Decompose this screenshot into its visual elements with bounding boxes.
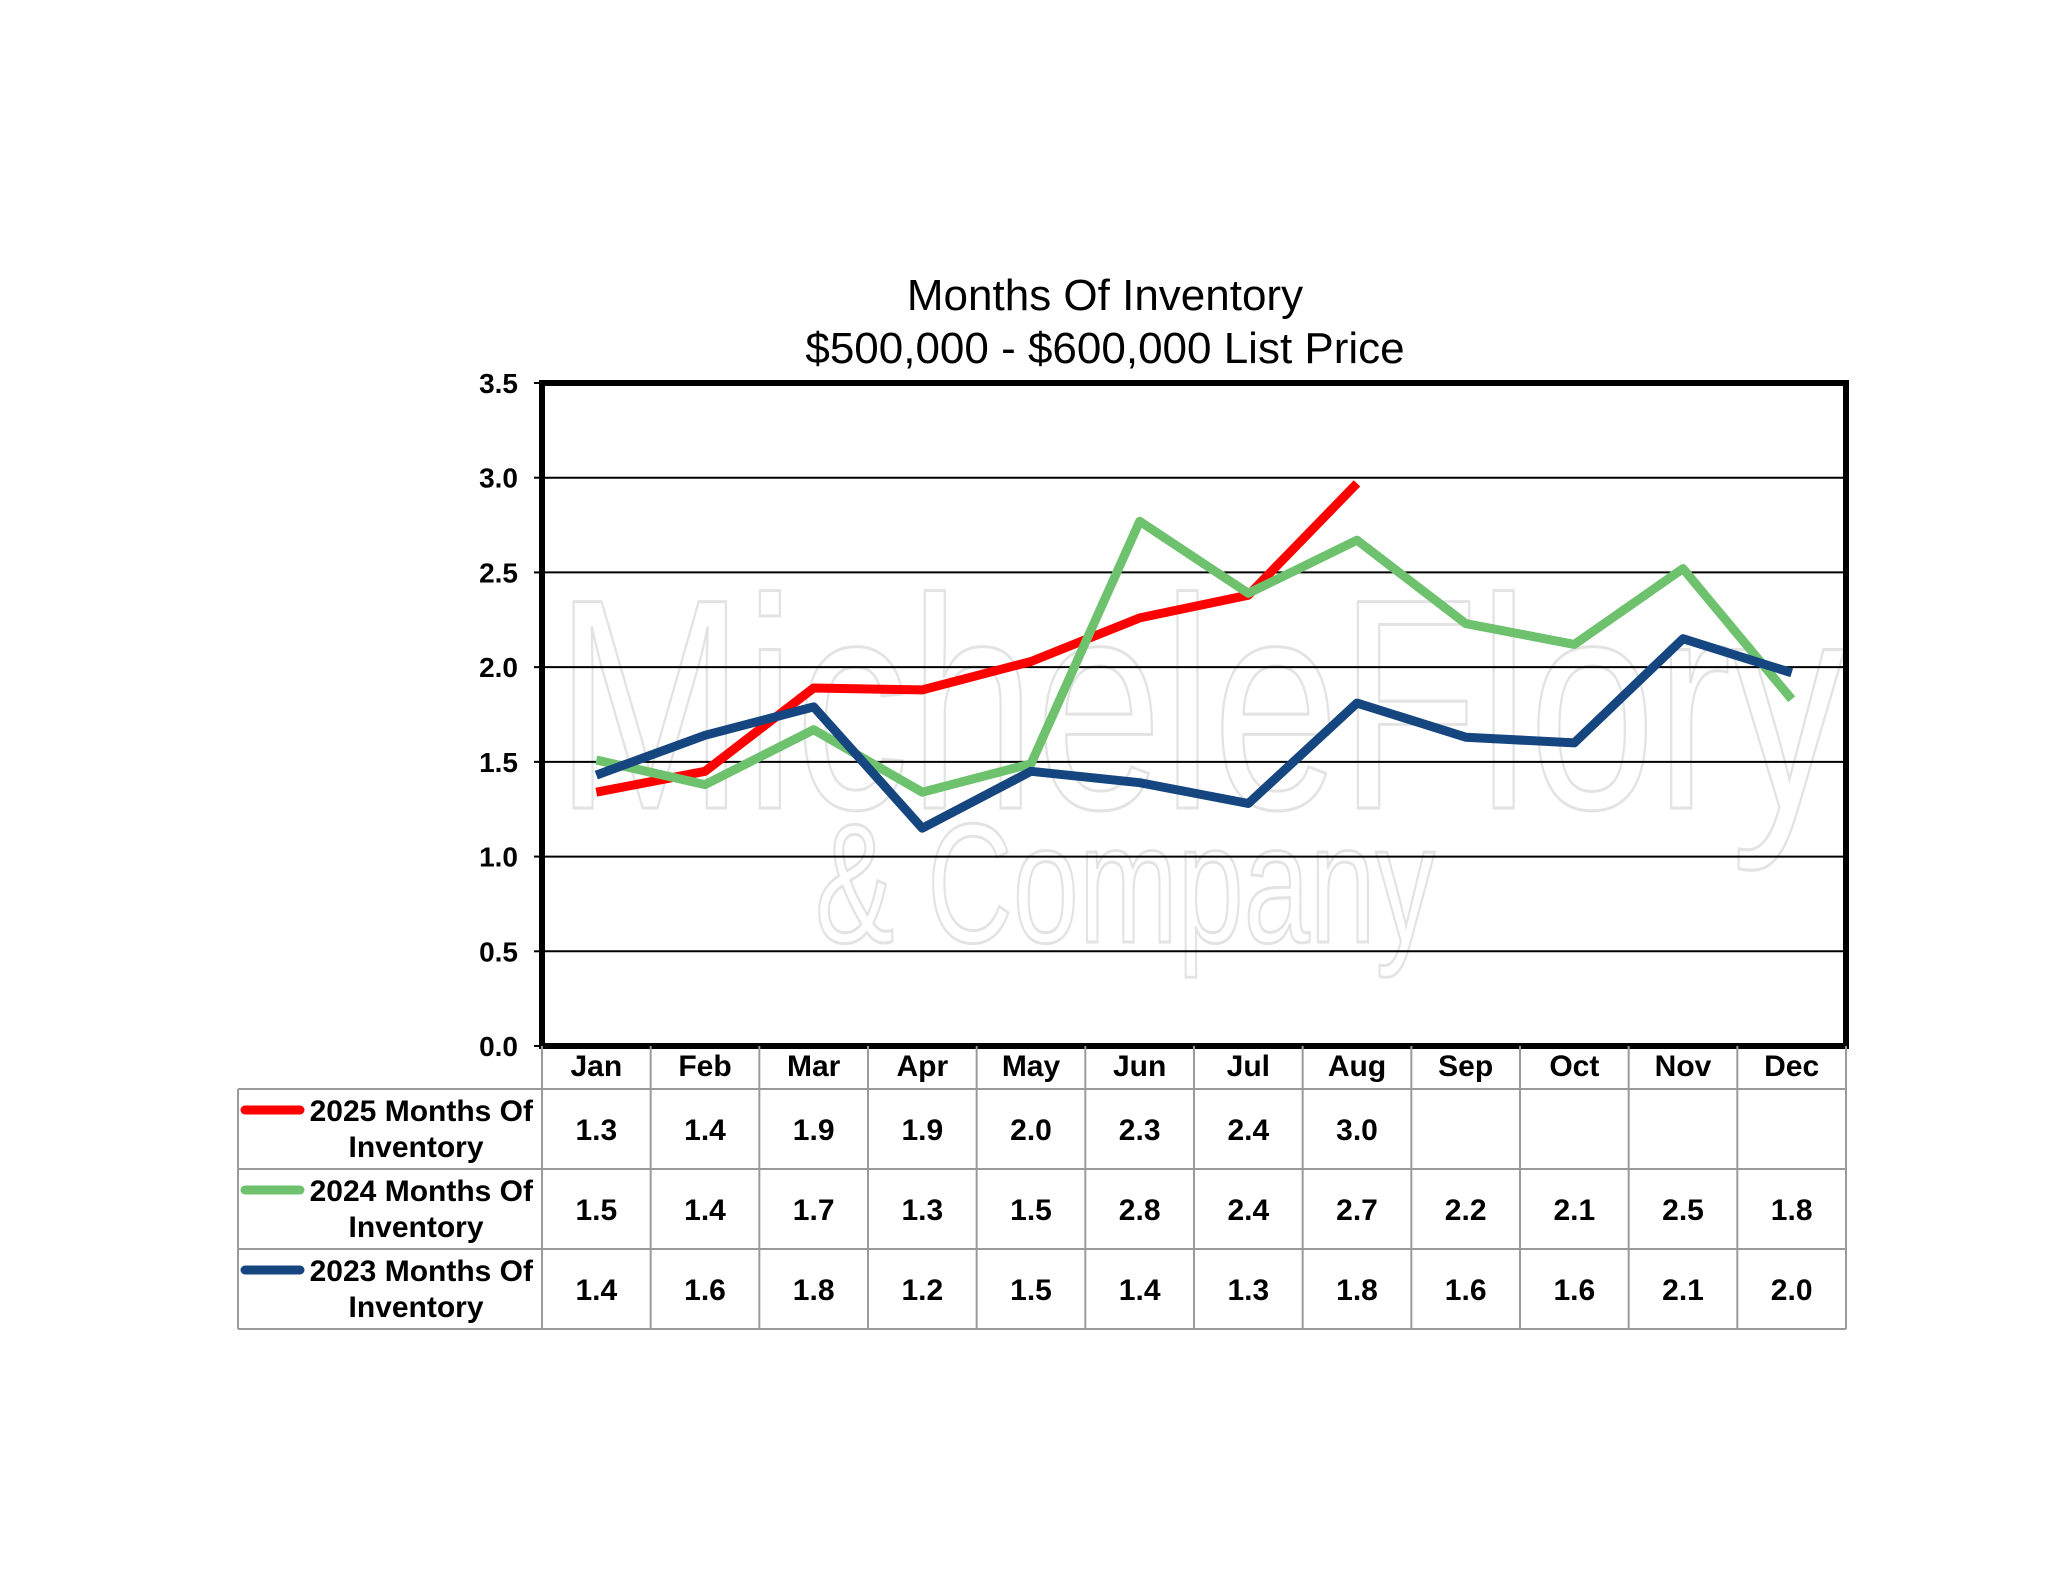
series-line-2 <box>594 634 1794 833</box>
table-cell-value: 3.0 <box>1336 1114 1378 1147</box>
table-cell-value: 2.1 <box>1662 1274 1704 1307</box>
chart-title: Months Of Inventory <box>907 271 1303 320</box>
watermark-line1: MicheleFlory <box>555 536 1845 874</box>
table-cell-value: 1.4 <box>575 1274 617 1307</box>
chart-subtitle: $500,000 - $600,000 List Price <box>805 324 1404 373</box>
y-tick-label: 3.5 <box>479 368 518 399</box>
table-cell-value: 1.5 <box>1010 1274 1052 1307</box>
data-table: Jan Feb Mar Apr May Jun Jul Aug Sep Oct Nov Dec 2025… <box>237 1046 1847 1330</box>
category-label: Mar <box>787 1050 841 1083</box>
y-tick-label: 0.5 <box>479 936 518 967</box>
category-label: Jul <box>1227 1050 1270 1083</box>
table-cell-value: 2.2 <box>1445 1194 1487 1227</box>
table-cell-value: 2.8 <box>1119 1194 1161 1227</box>
table-cell-value: 1.4 <box>684 1194 726 1227</box>
category-label: Nov <box>1655 1050 1712 1083</box>
table-cell-value: 1.8 <box>1336 1274 1378 1307</box>
watermark: MicheleFlory & Company <box>554 535 1847 981</box>
series-lines <box>594 480 1796 833</box>
legend-label: 2023 Months Of <box>310 1255 534 1288</box>
table-cell-value: 2.5 <box>1662 1194 1704 1227</box>
category-label: May <box>1002 1050 1061 1083</box>
category-label: Feb <box>678 1050 731 1083</box>
table-cell-value: 2.7 <box>1336 1194 1378 1227</box>
series-line-0 <box>595 480 1361 797</box>
series-line-1 <box>595 516 1796 797</box>
table-cell-value: 1.4 <box>684 1114 726 1147</box>
table-cell-value: 1.3 <box>1227 1274 1269 1307</box>
category-label: Jun <box>1113 1050 1166 1083</box>
table-cell-value: 1.9 <box>901 1114 943 1147</box>
table-cell-value: 2.1 <box>1553 1194 1595 1227</box>
category-label: Apr <box>896 1050 948 1083</box>
y-tick-label: 0.0 <box>479 1031 518 1062</box>
table-cell-value: 1.3 <box>901 1194 943 1227</box>
category-label: Aug <box>1328 1050 1386 1083</box>
table-cell-value: 1.5 <box>575 1194 617 1227</box>
table-cell-value: 2.4 <box>1227 1194 1269 1227</box>
table-cell-value: 1.7 <box>793 1194 835 1227</box>
legend-label: Inventory <box>348 1131 483 1164</box>
y-tick-label: 1.5 <box>479 747 518 778</box>
category-label: Dec <box>1764 1050 1819 1083</box>
table-cell-value: 1.6 <box>1553 1274 1595 1307</box>
table-cell-value: 1.4 <box>1119 1274 1161 1307</box>
table-cell-value: 1.3 <box>575 1114 617 1147</box>
table-cell-value: 1.8 <box>793 1274 835 1307</box>
table-cell-value: 2.0 <box>1771 1274 1813 1307</box>
table-cell-value: 1.5 <box>1010 1194 1052 1227</box>
table-cell-value: 1.6 <box>1445 1274 1487 1307</box>
y-tick-label: 3.0 <box>479 463 518 494</box>
gridlines <box>542 476 1846 953</box>
table-cell-value: 1.9 <box>793 1114 835 1147</box>
legend-label: Inventory <box>348 1211 483 1244</box>
legend-label: 2024 Months Of <box>310 1175 534 1208</box>
category-label: Sep <box>1438 1050 1493 1083</box>
y-axis: 0.0 0.5 1.0 1.5 2.0 2.5 3.0 3.5 <box>479 368 542 1062</box>
table-cell-value: 1.8 <box>1771 1194 1813 1227</box>
y-tick-label: 2.0 <box>479 652 518 683</box>
category-label: Oct <box>1549 1050 1599 1083</box>
table-cell-value: 1.2 <box>901 1274 943 1307</box>
y-tick-label: 1.0 <box>479 842 518 873</box>
y-tick-label: 2.5 <box>479 557 518 588</box>
legend-label: Inventory <box>348 1291 483 1324</box>
category-label: Jan <box>570 1050 622 1083</box>
table-cell-value: 2.0 <box>1010 1114 1052 1147</box>
table-cell-value: 1.6 <box>684 1274 726 1307</box>
legend-label: 2025 Months Of <box>310 1095 534 1128</box>
table-cell-value: 2.4 <box>1227 1114 1269 1147</box>
table-cell-value: 2.3 <box>1119 1114 1161 1147</box>
